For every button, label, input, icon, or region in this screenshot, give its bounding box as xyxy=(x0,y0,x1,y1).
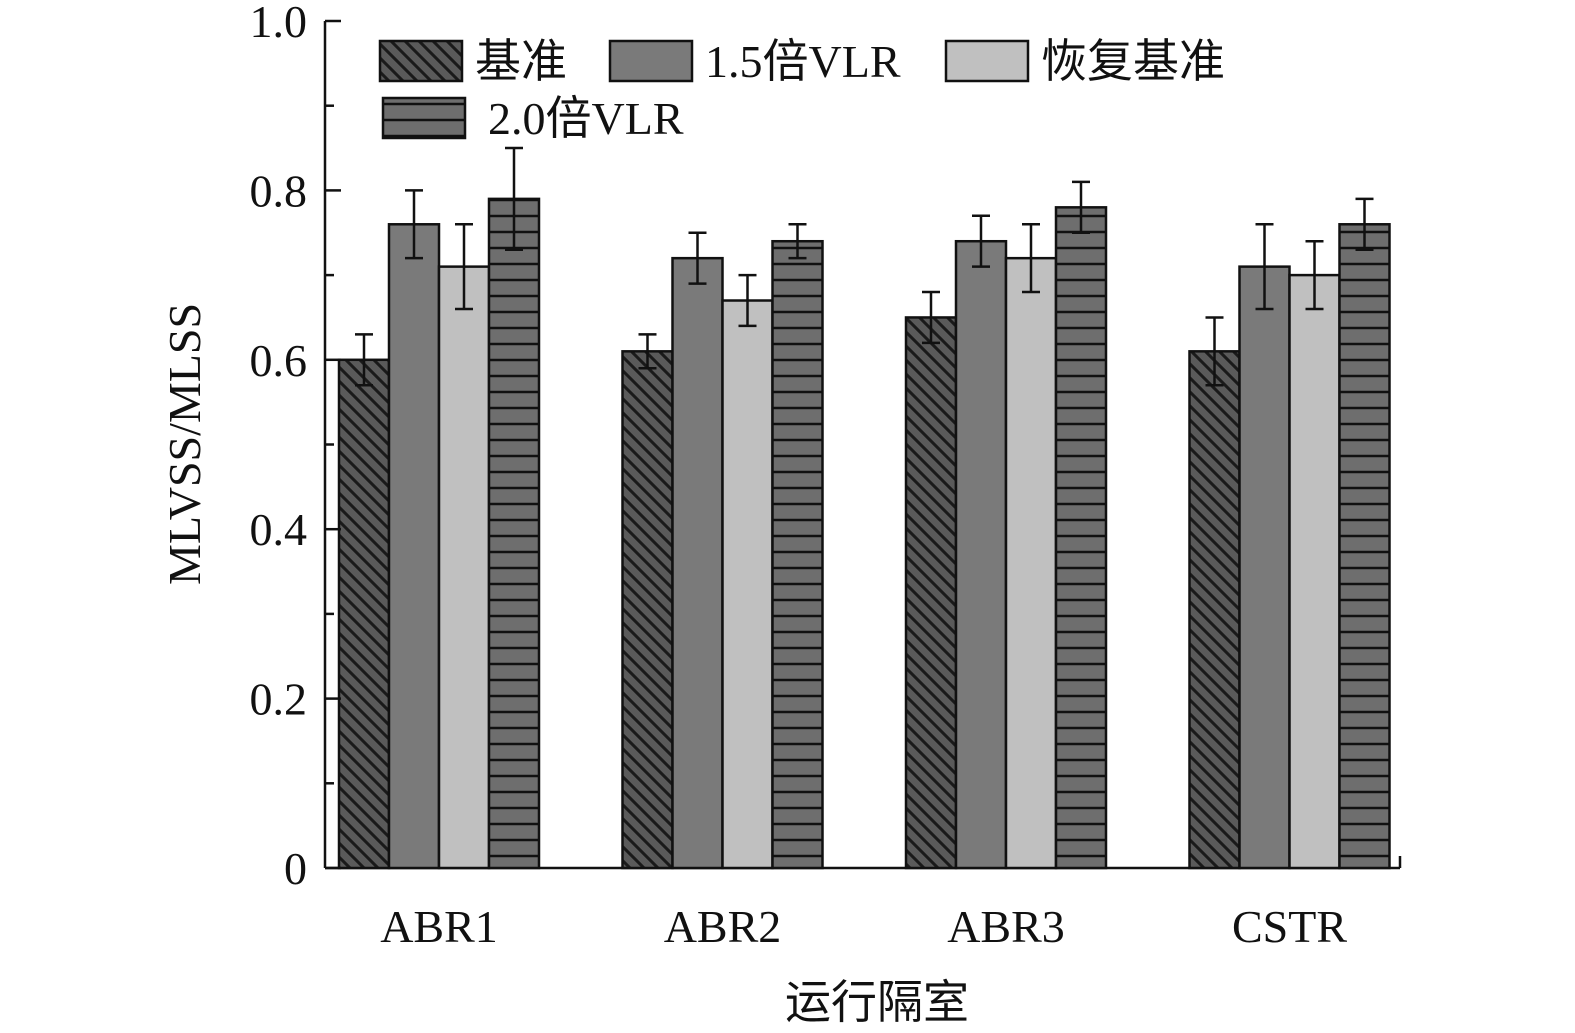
y-tick-label: 0.6 xyxy=(250,335,308,386)
bar xyxy=(1188,350,1241,870)
y-axis-title: MLVSS/MLSS xyxy=(159,303,210,585)
bar xyxy=(1004,256,1058,870)
x-axis-title: 运行隔室 xyxy=(785,977,969,1028)
bar xyxy=(1054,206,1108,870)
bar xyxy=(904,316,958,870)
x-category-label: ABR1 xyxy=(380,901,498,952)
x-category-label: ABR3 xyxy=(947,901,1065,952)
bar xyxy=(387,223,441,870)
legend-swatch xyxy=(381,96,467,140)
x-category-label: CSTR xyxy=(1232,901,1347,952)
bar xyxy=(721,299,774,870)
legend-label: 基准 xyxy=(475,36,567,87)
legend-label: 恢复基准 xyxy=(1041,36,1225,87)
y-tick-label: 0.8 xyxy=(250,165,308,216)
bar xyxy=(1288,273,1341,870)
legend-label: 2.0倍VLR xyxy=(488,93,684,144)
legend-swatch xyxy=(608,39,694,83)
y-tick-label: 0 xyxy=(284,843,307,894)
bar xyxy=(954,239,1008,870)
y-tick-label: 0.4 xyxy=(250,504,308,555)
legend-swatch xyxy=(378,39,464,83)
bar xyxy=(671,256,724,870)
bar xyxy=(487,197,541,870)
x-category-label: ABR2 xyxy=(664,901,782,952)
legend-swatch xyxy=(944,39,1030,83)
legend: 基准 1.5倍VLR 恢复基准 2.0倍VLR xyxy=(378,36,1225,144)
bar xyxy=(1338,223,1391,870)
bar xyxy=(437,265,491,870)
bar xyxy=(771,239,824,870)
y-tick-label: 0.2 xyxy=(250,674,308,725)
bar xyxy=(337,358,391,870)
error-bars-group xyxy=(355,146,1374,387)
y-tick-label: 1.0 xyxy=(250,0,308,47)
bar xyxy=(621,350,674,870)
y-ticks-group: 0 0.2 0.4 0.6 0.8 1.0 xyxy=(250,0,341,894)
x-categories-group: ABR1 ABR2 ABR3 CSTR xyxy=(380,901,1347,952)
bar xyxy=(1238,265,1291,870)
legend-label: 1.5倍VLR xyxy=(705,36,901,87)
bars-group xyxy=(337,197,1391,870)
